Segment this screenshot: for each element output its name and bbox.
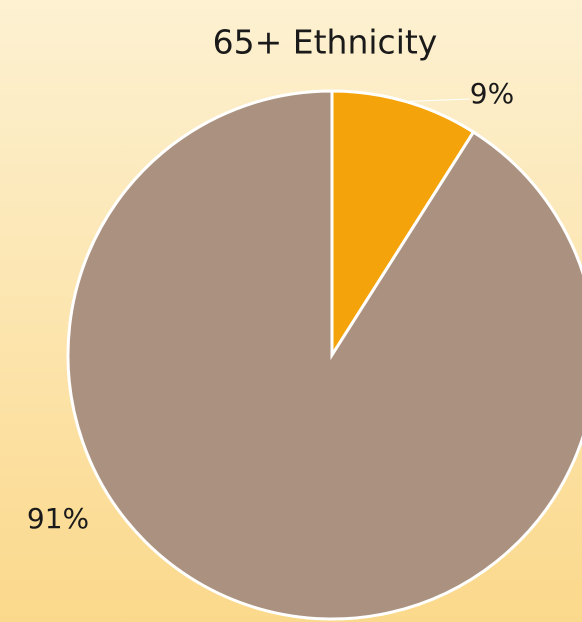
pie-slice xyxy=(66,89,582,621)
data-label: 9% xyxy=(470,77,514,110)
data-label: 91% xyxy=(27,502,89,535)
leader-line xyxy=(405,98,471,102)
chart-title: 65+ Ethnicity xyxy=(213,23,438,62)
pie-slice xyxy=(330,89,476,361)
